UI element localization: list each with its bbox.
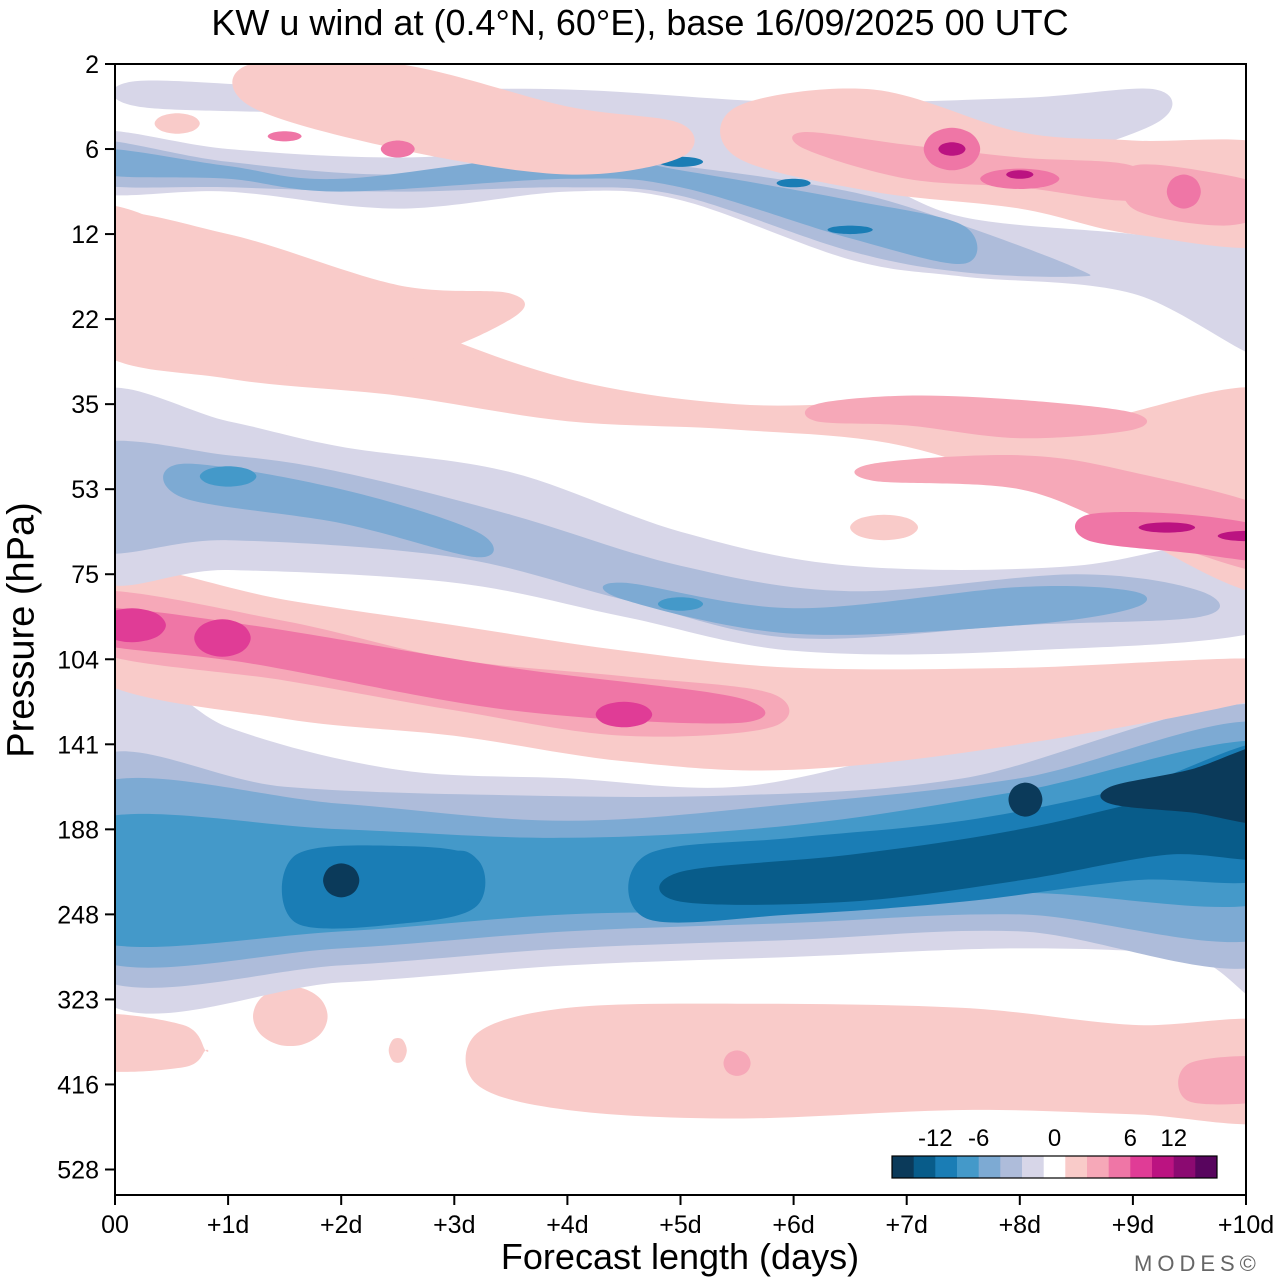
y-tick-label: 22 [71, 306, 99, 334]
easterly-jet-12 [437, 850, 483, 902]
colorbar: -12 -6 0 6 12 [891, 1125, 1218, 1179]
upper-westerly-50 [980, 168, 1060, 189]
easterly-mid-27 [199, 466, 257, 487]
westerly-low-1 [253, 986, 328, 1047]
colorbar-label: 6 [1124, 1125, 1137, 1152]
westerly-mid-33 [1074, 512, 1246, 561]
y-axis: 2 6 12 22 35 53 75 104 141 188 248 323 416 528 [57, 51, 115, 1184]
x-tick-label: +3d [433, 1211, 475, 1239]
y-tick-label: 53 [71, 476, 99, 504]
x-axis-label: Forecast length (days) [500, 1236, 860, 1277]
x-axis: 00 +1d +2d +3d +4d +5d +6d +7d +8d +9d +10d [101, 1195, 1274, 1239]
upper-westerly-46 [154, 113, 200, 134]
westerly-jet-20 [115, 608, 166, 643]
westerly-low-2 [388, 1037, 407, 1063]
easterly-jet-16 [1100, 748, 1246, 823]
upper-westerly-51 [1166, 174, 1201, 209]
upper-westerly-47 [792, 131, 1148, 201]
colorbar-label: -6 [968, 1125, 989, 1152]
westerly-jet-22 [595, 701, 653, 728]
y-tick-label: 141 [57, 731, 99, 759]
westerly-low-0 [115, 1014, 209, 1072]
colorbar-label: 12 [1160, 1125, 1187, 1152]
colorbar-swatch [1087, 1156, 1109, 1178]
colorbar-label: -12 [918, 1125, 953, 1152]
colorbar-swatch [1022, 1156, 1044, 1178]
colorbar-swatch [1043, 1156, 1066, 1178]
westerly-mid-32 [854, 454, 1246, 570]
upper-westerly-55 [267, 131, 302, 142]
y-tick-label: 188 [57, 816, 99, 844]
upper-41 [776, 178, 811, 188]
westerly-low-4 [723, 1050, 751, 1076]
colorbar-swatch [957, 1156, 979, 1178]
westerly-jet-17 [115, 563, 1246, 771]
x-tick-label: +4d [546, 1211, 588, 1239]
x-tick-label: +7d [885, 1211, 927, 1239]
easterly-mid-28 [657, 597, 704, 611]
y-tick-label: 12 [71, 221, 99, 249]
x-tick-label: +10d [1218, 1211, 1274, 1239]
y-tick-label: 35 [71, 391, 99, 419]
y-tick-label: 528 [57, 1156, 99, 1184]
y-tick-label: 323 [57, 986, 99, 1014]
westerly-mid-31 [804, 395, 1148, 439]
upper-westerly-43 [115, 211, 525, 367]
upper-westerly-53 [1006, 170, 1034, 179]
chart-title: KW u wind at (0.4°N, 60°E), base 16/09/2… [211, 2, 1069, 43]
colorbar-swatch [1152, 1156, 1174, 1178]
easterly-jet-13 [659, 771, 1246, 905]
colorbar-frame [891, 1155, 1218, 1179]
upper-42 [827, 225, 873, 235]
upper-westerly-54 [380, 140, 415, 158]
westerly-mid-30 [850, 514, 918, 541]
easterly-jet-14 [323, 863, 360, 898]
colorbar-swatch [935, 1156, 958, 1178]
x-tick-label: +6d [772, 1211, 814, 1239]
westerly-jet-21 [194, 619, 251, 657]
contour-fill-layer [115, 64, 1246, 1125]
x-tick-label: +2d [320, 1211, 362, 1239]
easterly-mid-25 [163, 463, 494, 558]
colorbar-swatch [1173, 1156, 1196, 1178]
colorbar-swatch [978, 1156, 1001, 1178]
easterly-mid-26 [602, 582, 1148, 635]
y-tick-label: 6 [85, 136, 99, 164]
colorbar-swatch [1108, 1156, 1131, 1178]
y-tick-label: 2 [85, 51, 99, 79]
x-tick-label: +1d [207, 1211, 249, 1239]
colorbar-label: 0 [1048, 1125, 1061, 1152]
colorbar-swatch [1130, 1156, 1153, 1178]
y-tick-label: 104 [57, 646, 99, 674]
colorbar-swatch [1000, 1156, 1023, 1178]
x-tick-label: +5d [659, 1211, 701, 1239]
upper-westerly-52 [938, 142, 966, 156]
westerly-mid-34 [1138, 522, 1196, 533]
westerly-low-3 [465, 1003, 1246, 1125]
credit-logo: MODES© [1134, 1251, 1261, 1276]
x-tick-label: +8d [999, 1211, 1041, 1239]
x-tick-label: +9d [1112, 1211, 1154, 1239]
westerly-mid-35 [1217, 530, 1246, 542]
y-tick-label: 75 [71, 561, 99, 589]
colorbar-swatch [1065, 1156, 1088, 1178]
westerly-jet-19 [115, 608, 766, 724]
upper-westerly-44 [232, 64, 695, 175]
colorbar-swatch [892, 1156, 914, 1178]
easterly-mid-24 [115, 440, 1221, 639]
colorbar-swatch [913, 1156, 936, 1178]
colorbar-swatch [1195, 1156, 1218, 1178]
upper-38 [115, 141, 1091, 277]
y-tick-label: 248 [57, 901, 99, 929]
westerly-low-5 [1178, 1055, 1246, 1105]
easterly-jet-15 [1008, 782, 1043, 817]
y-tick-label: 416 [57, 1071, 99, 1099]
x-tick-label: 00 [101, 1211, 129, 1239]
